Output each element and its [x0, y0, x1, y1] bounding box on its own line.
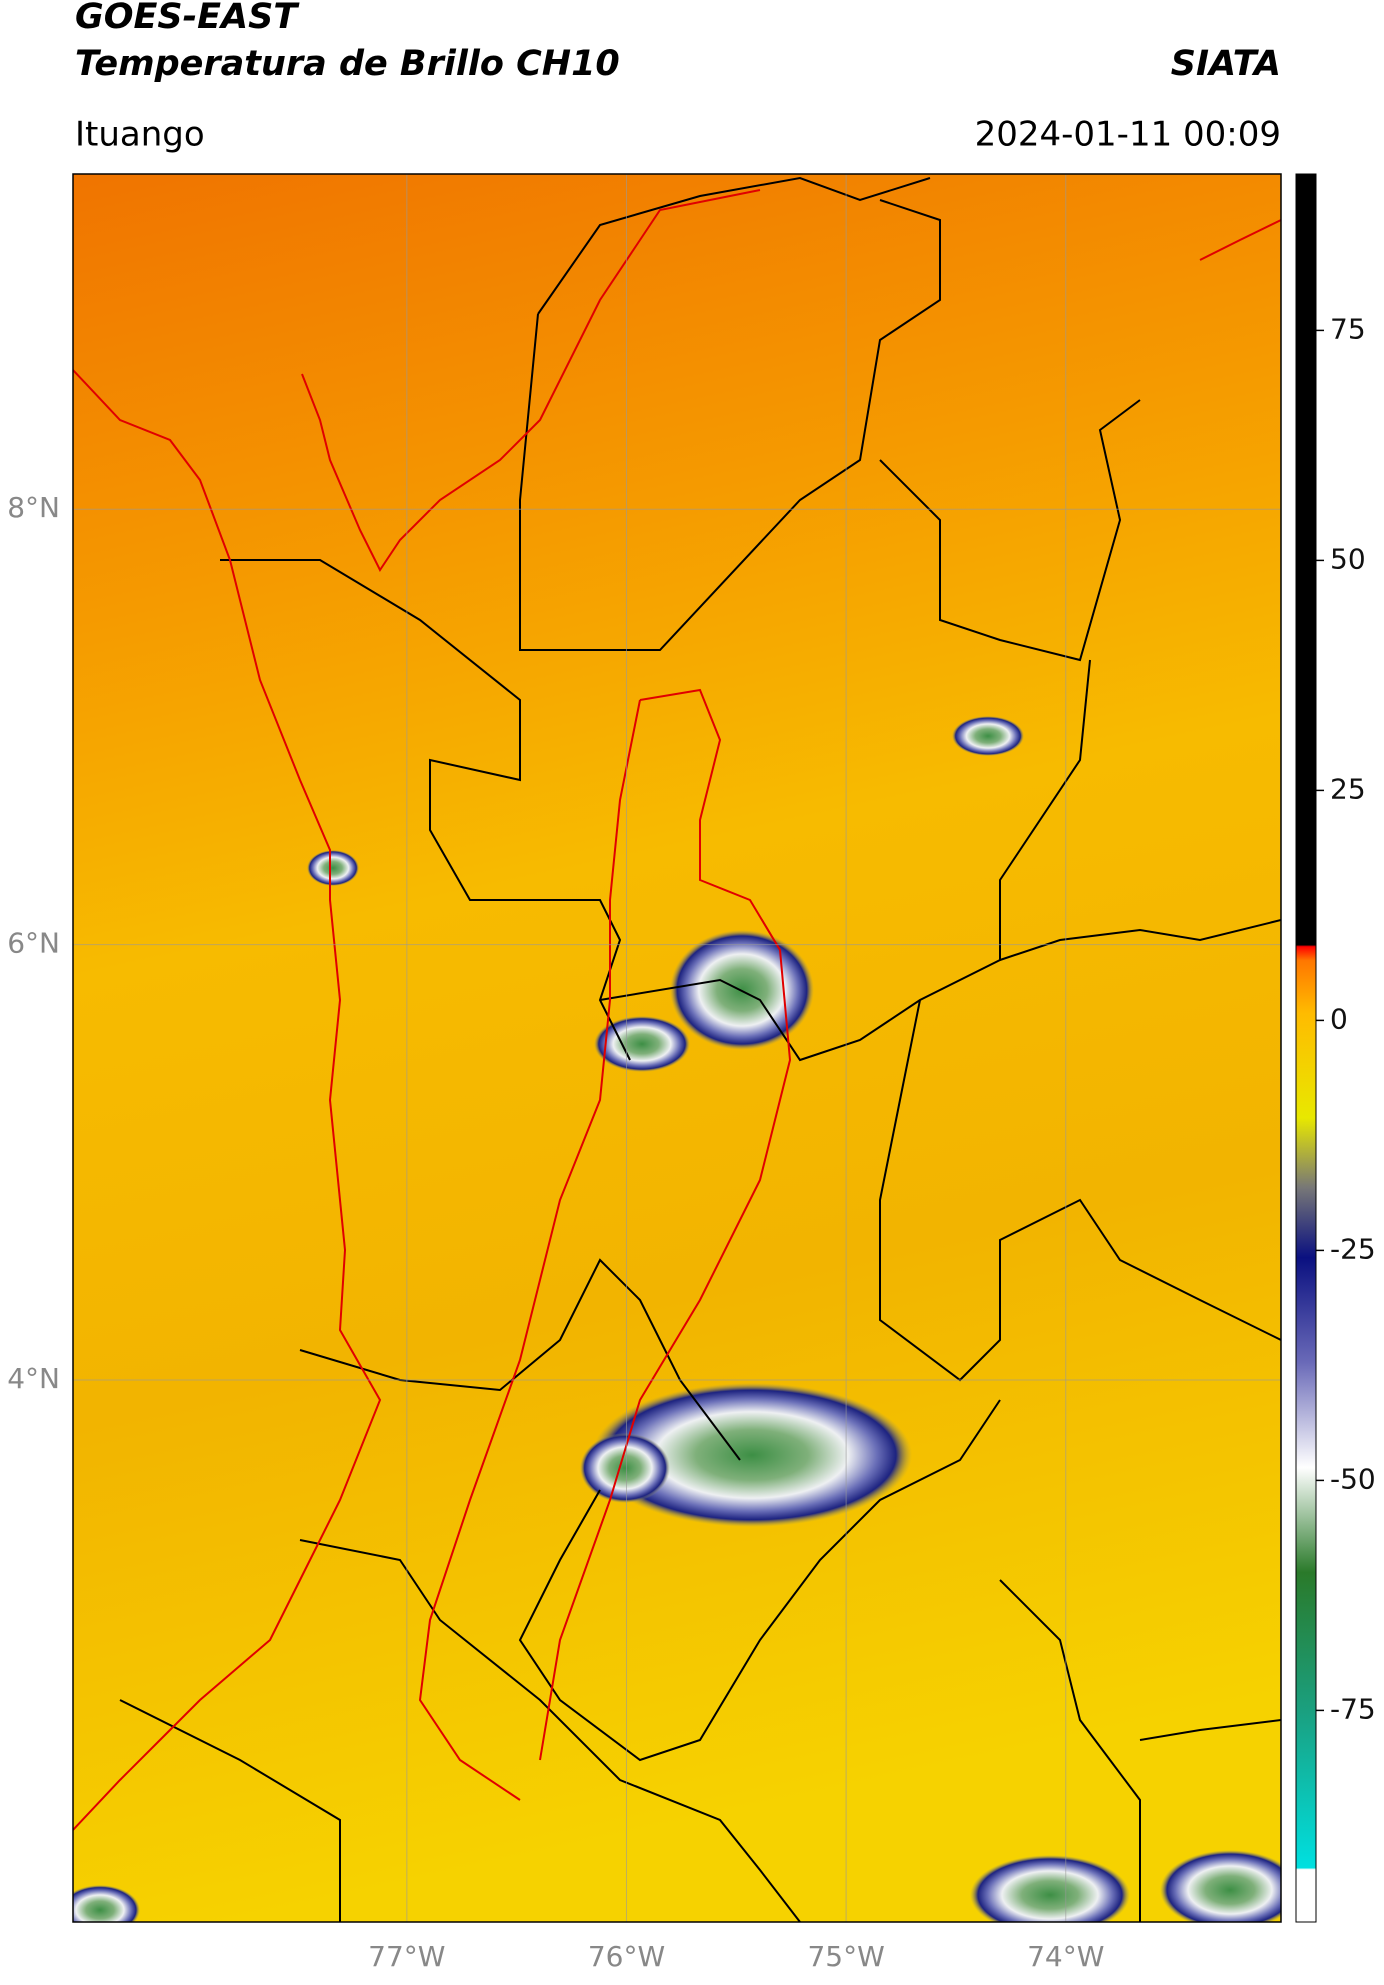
- borders: [119, 176, 1281, 1922]
- map-frame: [72, 173, 1282, 1923]
- x-tick-label: 76°W: [588, 1940, 665, 1973]
- colorbar-tick-label: -75: [1330, 1692, 1376, 1725]
- subtitle: Temperatura de Brillo CH10: [75, 44, 620, 84]
- colorbar-tick-label: 50: [1330, 542, 1366, 575]
- colorbar-tick-label: -25: [1330, 1232, 1376, 1265]
- grid: [73, 174, 1281, 1922]
- ticks: 77°W 76°W 75°W 74°W 8°N 6°N 4°N 75 50 25 0 -25 -50 -7…: [7, 312, 1376, 1973]
- colorbar-tick-label: 25: [1330, 772, 1366, 805]
- y-tick-label: 6°N: [7, 927, 60, 960]
- colorbar-tick-label: 75: [1330, 312, 1366, 345]
- colorbar-tick-label: 0: [1330, 1002, 1348, 1035]
- title: GOES-EAST: [75, 0, 300, 37]
- x-tick-label: 77°W: [368, 1940, 445, 1973]
- colorbar-tick-label: -50: [1330, 1462, 1376, 1495]
- coastline: [73, 189, 1281, 1831]
- source: SIATA: [1171, 44, 1281, 84]
- location: Ituango: [75, 115, 205, 155]
- datetime: 2024-01-11 00:09: [975, 115, 1281, 155]
- clouds: [73, 716, 1281, 1922]
- map: [73, 174, 1281, 1922]
- y-tick-label: 4°N: [7, 1362, 60, 1395]
- colorbar: [1295, 173, 1317, 1923]
- y-tick-label: 8°N: [7, 491, 60, 524]
- x-tick-label: 75°W: [807, 1940, 884, 1973]
- x-tick-label: 74°W: [1027, 1940, 1104, 1973]
